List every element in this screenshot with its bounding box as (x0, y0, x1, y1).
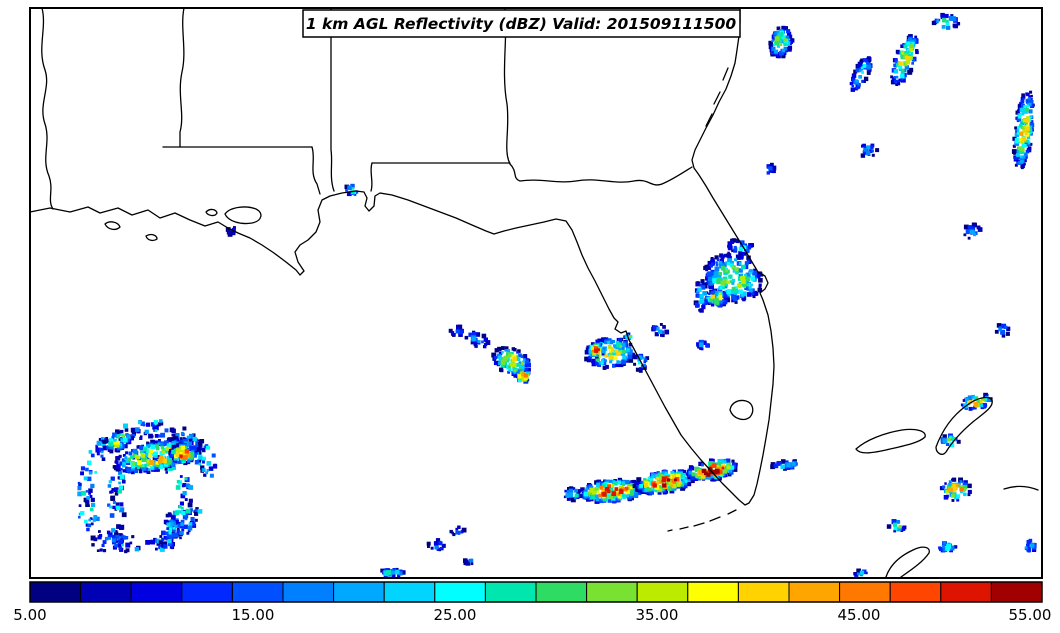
echo-cluster-gulf-cell-east-core (587, 342, 606, 359)
colorbar-segment (889, 581, 942, 603)
la-ms-river-border (179, 7, 185, 148)
colorbar-frame (29, 581, 1043, 603)
colorbar-segment (839, 581, 891, 603)
echo-cluster-gulf-south-specks-1 (426, 538, 446, 552)
lake-okeechobee (729, 399, 754, 421)
colorbar-segment (181, 581, 233, 603)
colorbar-segment (737, 581, 790, 603)
echo-cluster-gulf-west-specks-2 (448, 324, 464, 337)
echo-cluster-right-edge-cell (1024, 538, 1037, 553)
marsh-lakes (104, 221, 158, 242)
echo-cluster-tc-core-band (112, 436, 203, 475)
echo-cluster-tc-west-cell (102, 429, 134, 454)
abaco-island (935, 396, 993, 455)
echo-cluster-stlucie-specks (696, 339, 710, 351)
echo-cluster-atl-streak-1 (849, 56, 873, 92)
colorbar-tick-label: 35.00 (636, 606, 679, 624)
colorbar-segment (687, 581, 739, 603)
colorbar-segment (940, 581, 992, 603)
echo-cluster-gulf-cell-west (491, 346, 531, 379)
perdido-river-border (370, 162, 373, 192)
colorbar-segment (586, 581, 638, 603)
colorbar-tick-label: 5.00 (13, 606, 46, 624)
mississippi-river (41, 7, 54, 210)
echo-cluster-bahamas-specks-3 (938, 541, 958, 553)
lake-maurepas (205, 208, 218, 217)
echo-cluster-straits-west-specks (563, 486, 583, 503)
echo-cluster-indian-river-specks (651, 323, 670, 338)
colorbar-tick-label: 45.00 (838, 606, 881, 624)
echo-cluster-la-coast-specks (225, 226, 236, 237)
echo-cluster-south-edge-specks (853, 568, 868, 577)
echo-cluster-gulf-south-dash (380, 567, 406, 577)
lake-pontchartrain (224, 206, 262, 225)
echo-cluster-gulf-cell-west-core (516, 370, 531, 384)
pearl-river-border (311, 146, 321, 195)
title-box-frame (302, 9, 741, 38)
echo-cluster-tc-tail (158, 512, 179, 550)
echo-cluster-canaveral-coast-strip (693, 279, 709, 313)
colorbar-segment (130, 581, 183, 603)
echo-cluster-straits-line-west (576, 477, 647, 504)
plot-frame (29, 7, 1043, 579)
echo-cluster-bahamas-specks-2 (886, 519, 907, 533)
echo-cluster-atl-small-specks-3 (994, 323, 1011, 338)
echo-cluster-canaveral-north-specks (727, 238, 754, 256)
echo-cluster-atl-top-specks (931, 12, 961, 30)
colorbar-segment (80, 581, 132, 603)
title-box: 1 km AGL Reflectivity (dBZ) Valid: 20150… (302, 9, 741, 38)
small-island-line (1003, 485, 1039, 491)
echo-cluster-atl-right-band (1011, 90, 1035, 170)
colorbar-segment (383, 581, 436, 603)
echo-cluster-gulf-south-specks-3 (463, 558, 474, 566)
echo-cluster-atl-streak-2 (890, 34, 919, 86)
echo-cluster-atl-coastal-blob (768, 25, 795, 59)
echo-cluster-straits-east-dashes (770, 459, 798, 471)
colorbar: 5.00 15.00 25.00 35.00 45.00 55.00 (13, 581, 1051, 624)
echo-cluster-tc-core-cell (168, 442, 197, 465)
echo-cluster-tc-south-specks (90, 524, 135, 554)
basemap (29, 7, 1043, 579)
colorbar-segment (636, 581, 689, 603)
colorbar-tick-label: 15.00 (232, 606, 275, 624)
florida-keys (667, 509, 737, 532)
colorbar-tick-label: 55.00 (1009, 606, 1052, 624)
colorbar-segment (434, 581, 486, 603)
colorbar-segment (231, 581, 284, 603)
echo-cluster-atl-small-specks-1 (766, 162, 777, 175)
ga-fl-border (509, 163, 693, 186)
echo-cluster-straits-line-mid (632, 469, 695, 496)
colorbar-segment (990, 581, 1043, 603)
echo-cluster-gulf-south-specks-2 (449, 525, 467, 537)
radar-echoes (77, 12, 1037, 577)
echo-cluster-bahamas-cell-2 (939, 477, 972, 502)
colorbar-tick-labels: 5.00 15.00 25.00 35.00 45.00 55.00 (13, 606, 1051, 624)
colorbar-segment (333, 581, 385, 603)
ms-al-border (330, 7, 335, 192)
colorbar-segment (29, 581, 82, 603)
echo-cluster-atl-mid-specks (860, 143, 880, 158)
plot-title: 1 km AGL Reflectivity (dBZ) Valid: 20150… (306, 15, 737, 33)
barrier-island-dashes (705, 67, 729, 127)
grand-bahama-island (855, 428, 926, 454)
colorbar-segments (29, 581, 1043, 603)
echo-cluster-canaveral-core (704, 288, 730, 308)
colorbar-tick-label: 25.00 (434, 606, 477, 624)
andros-island (885, 546, 930, 578)
echo-cluster-bahamas-specks-1 (940, 433, 961, 448)
echo-cluster-canaveral-main (703, 251, 764, 304)
echo-cluster-gulf-west-specks (464, 330, 491, 349)
colorbar-segment (484, 581, 537, 603)
colorbar-segment (788, 581, 841, 603)
colorbar-segment (535, 581, 588, 603)
gulf-atlantic-coastline (29, 7, 775, 506)
echo-cluster-atl-small-specks-2 (963, 222, 983, 240)
colorbar-segment (282, 581, 335, 603)
